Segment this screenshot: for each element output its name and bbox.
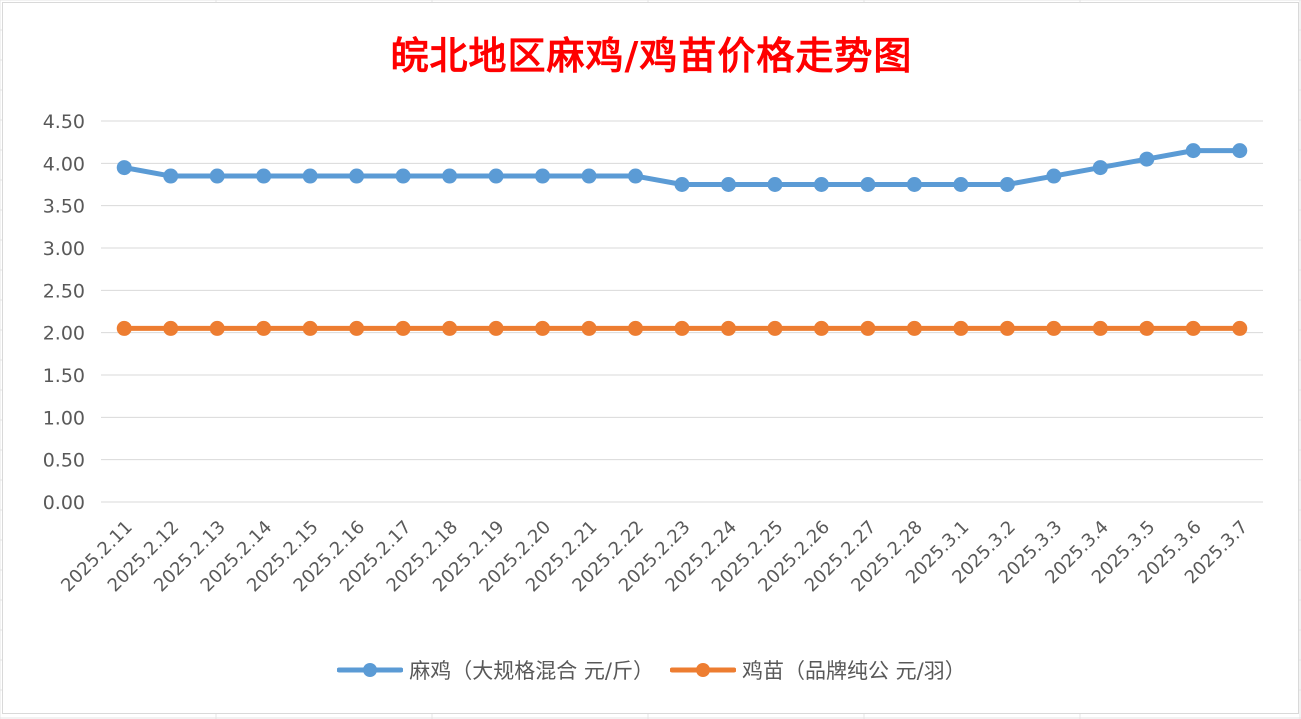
data-point-series-2[interactable] bbox=[674, 320, 690, 336]
y-tick-label: 4.00 bbox=[43, 153, 85, 175]
data-point-series-1[interactable] bbox=[535, 168, 551, 184]
data-point-series-1[interactable] bbox=[1185, 143, 1201, 159]
data-point-series-1[interactable] bbox=[488, 168, 504, 184]
data-point-series-2[interactable] bbox=[767, 320, 783, 336]
data-point-series-1[interactable] bbox=[813, 177, 829, 192]
y-tick-label: 3.00 bbox=[43, 238, 85, 260]
chart-title: 皖北地区麻鸡/鸡苗价格走势图 bbox=[390, 33, 913, 78]
data-point-series-1[interactable] bbox=[1139, 151, 1155, 167]
data-point-series-1[interactable] bbox=[674, 177, 690, 192]
data-point-series-2[interactable] bbox=[628, 320, 644, 336]
y-tick-label: 3.50 bbox=[43, 196, 85, 218]
data-point-series-1[interactable] bbox=[767, 177, 783, 192]
legend-entry-series-1: 麻鸡（大规格混合 元/斤） bbox=[337, 655, 654, 685]
data-point-series-2[interactable] bbox=[116, 320, 132, 336]
data-point-series-2[interactable] bbox=[999, 320, 1015, 336]
data-point-series-1[interactable] bbox=[349, 168, 365, 184]
data-point-series-1[interactable] bbox=[116, 160, 132, 176]
data-point-series-1[interactable] bbox=[302, 168, 318, 184]
data-point-series-2[interactable] bbox=[163, 320, 179, 336]
data-point-series-2[interactable] bbox=[535, 320, 551, 336]
data-point-series-1[interactable] bbox=[1232, 143, 1248, 159]
data-point-series-2[interactable] bbox=[581, 320, 597, 336]
data-point-series-1[interactable] bbox=[442, 168, 458, 184]
data-point-series-2[interactable] bbox=[209, 320, 225, 336]
data-point-series-2[interactable] bbox=[349, 320, 365, 336]
data-point-series-2[interactable] bbox=[906, 320, 922, 336]
data-point-series-1[interactable] bbox=[395, 168, 411, 184]
data-point-series-2[interactable] bbox=[395, 320, 411, 336]
legend-swatch-series-2 bbox=[670, 663, 736, 677]
data-point-series-1[interactable] bbox=[581, 168, 597, 184]
y-tick-label: 4.50 bbox=[43, 111, 85, 133]
data-point-series-2[interactable] bbox=[953, 320, 969, 336]
data-point-series-1[interactable] bbox=[256, 168, 272, 184]
legend: 麻鸡（大规格混合 元/斤） 鸡苗（品牌纯公 元/羽） bbox=[3, 655, 1300, 685]
legend-label-series-2: 鸡苗（品牌纯公 元/羽） bbox=[742, 659, 966, 683]
data-point-series-2[interactable] bbox=[813, 320, 829, 336]
data-point-series-1[interactable] bbox=[906, 177, 922, 192]
data-point-series-1[interactable] bbox=[163, 168, 179, 184]
data-point-series-1[interactable] bbox=[1092, 160, 1108, 176]
plot-area: 0.00 0.50 1.00 1.50 2.00 2.50 3.00 3.50 4.00 4.50… bbox=[43, 111, 1263, 596]
data-point-series-2[interactable] bbox=[1139, 320, 1155, 336]
data-point-series-1[interactable] bbox=[628, 168, 644, 184]
data-point-series-1[interactable] bbox=[860, 177, 876, 192]
data-point-series-2[interactable] bbox=[860, 320, 876, 336]
data-point-series-2[interactable] bbox=[1092, 320, 1108, 336]
data-point-series-1[interactable] bbox=[1046, 168, 1062, 184]
data-point-series-2[interactable] bbox=[1046, 320, 1062, 336]
y-tick-label: 2.50 bbox=[43, 280, 85, 302]
data-point-series-1[interactable] bbox=[999, 177, 1015, 192]
legend-entry-series-2: 鸡苗（品牌纯公 元/羽） bbox=[670, 655, 966, 685]
data-point-series-1[interactable] bbox=[209, 168, 225, 184]
y-tick-label: 2.00 bbox=[43, 323, 85, 345]
y-tick-label: 0.00 bbox=[43, 492, 85, 514]
data-point-series-1[interactable] bbox=[720, 177, 736, 192]
data-point-series-2[interactable] bbox=[488, 320, 504, 336]
data-point-series-2[interactable] bbox=[302, 320, 318, 336]
y-tick-label: 0.50 bbox=[43, 450, 85, 472]
y-tick-label: 1.50 bbox=[43, 365, 85, 387]
legend-label-series-1: 麻鸡（大规格混合 元/斤） bbox=[409, 659, 654, 683]
data-point-series-2[interactable] bbox=[256, 320, 272, 336]
data-point-series-2[interactable] bbox=[1185, 320, 1201, 336]
y-tick-label: 1.00 bbox=[43, 407, 85, 429]
legend-swatch-series-1 bbox=[337, 663, 404, 677]
data-point-series-2[interactable] bbox=[1232, 320, 1248, 336]
data-point-series-1[interactable] bbox=[953, 177, 969, 192]
data-point-series-2[interactable] bbox=[442, 320, 458, 336]
data-point-series-2[interactable] bbox=[720, 320, 736, 336]
